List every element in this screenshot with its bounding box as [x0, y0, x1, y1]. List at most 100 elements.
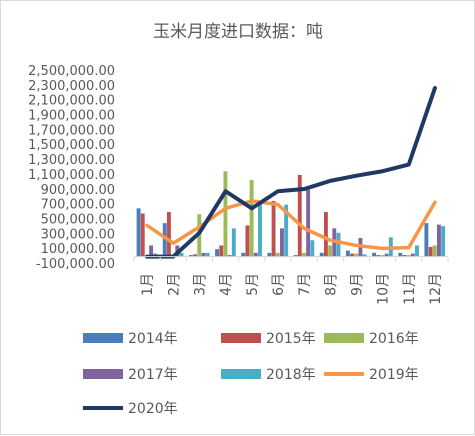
bar	[441, 226, 446, 257]
bar	[301, 252, 306, 257]
bar	[219, 245, 224, 257]
y-tick-label: 1,100,000.00	[28, 168, 115, 183]
bar	[258, 203, 262, 257]
y-tick-label: 1,900,000.00	[28, 109, 115, 124]
y-tick-label: 1,300,000.00	[28, 153, 115, 168]
bar	[350, 253, 355, 257]
bar	[280, 228, 284, 257]
legend-label: 2018年	[266, 367, 316, 383]
x-axis-labels: 1月 2月 3月 4月 5月 6月 7月 8月 9月 10月 11月 12月	[140, 273, 444, 305]
legend-label: 2019年	[369, 367, 419, 383]
bar	[354, 253, 359, 257]
x-tick-label: 3月	[192, 273, 208, 296]
y-tick-label: 500,000.00	[41, 212, 115, 227]
bar	[223, 171, 228, 257]
series-line	[145, 86, 437, 259]
legend-swatch	[83, 333, 123, 343]
bar	[336, 232, 341, 257]
lines	[145, 86, 437, 259]
y-axis-labels: -100,000.00100,000.00300,000.00500,000.0…	[28, 64, 115, 272]
y-tick-label: 300,000.00	[41, 227, 115, 242]
bar	[253, 252, 258, 257]
x-tick-label: 11月	[402, 273, 418, 305]
bar	[297, 174, 302, 257]
series-line	[145, 199, 437, 251]
legend-label: 2015年	[266, 331, 316, 347]
bar	[306, 189, 311, 257]
bar	[432, 245, 437, 257]
bar	[384, 253, 389, 257]
x-tick-label: 10月	[376, 273, 392, 305]
x-tick-label: 9月	[349, 273, 365, 296]
bar	[179, 252, 184, 257]
x-tick-label: 2月	[166, 273, 182, 296]
legend: 2014年 2015年 2016年 2017年 2018年 2019年 2020年	[83, 331, 419, 417]
bar	[284, 204, 289, 257]
legend-label: 2016年	[369, 331, 419, 347]
bar	[402, 255, 407, 257]
bar	[319, 252, 324, 257]
bar	[249, 180, 254, 257]
bar	[166, 212, 171, 257]
bar	[241, 252, 246, 257]
y-tick-label: 1,700,000.00	[28, 123, 115, 138]
bar	[188, 255, 193, 257]
x-tick-label: 5月	[245, 273, 261, 296]
bar	[162, 223, 167, 257]
bar	[227, 255, 232, 257]
bar	[398, 252, 403, 257]
bar	[231, 228, 236, 257]
bar	[415, 245, 419, 257]
y-tick-label: 2,300,000.00	[28, 79, 115, 94]
bar	[323, 212, 328, 257]
bar	[275, 252, 280, 257]
bar	[410, 253, 415, 257]
bar	[376, 255, 381, 257]
chart-title: 玉米月度进口数据：吨	[153, 22, 323, 42]
axes	[133, 256, 449, 262]
bar	[310, 240, 315, 257]
y-tick-label: 900,000.00	[41, 183, 115, 198]
legend-swatch	[221, 369, 261, 379]
bar	[345, 250, 350, 257]
x-tick-label: 12月	[428, 273, 444, 305]
legend-label: 2014年	[128, 331, 178, 347]
y-tick-label: 100,000.00	[41, 242, 115, 257]
bar	[293, 255, 298, 257]
y-tick-label: 2,500,000.00	[28, 64, 115, 79]
bar	[205, 252, 210, 257]
bar	[328, 245, 333, 257]
bar	[140, 213, 145, 257]
bar	[424, 223, 429, 257]
legend-swatch	[83, 369, 123, 379]
y-tick-label: -100,000.00	[36, 257, 115, 272]
bar	[193, 254, 198, 257]
bar	[428, 246, 433, 257]
bar	[271, 200, 276, 257]
x-tick-label: 6月	[271, 273, 287, 296]
bar	[245, 225, 250, 257]
bar	[267, 252, 272, 257]
x-tick-label: 1月	[140, 273, 156, 296]
y-tick-label: 1,500,000.00	[28, 138, 115, 153]
bar	[437, 224, 441, 257]
bar	[201, 252, 206, 257]
x-tick-label: 8月	[323, 273, 339, 296]
bar	[215, 249, 220, 257]
legend-label: 2020年	[128, 401, 178, 417]
x-tick-label: 7月	[297, 273, 313, 296]
legend-label: 2017年	[128, 367, 178, 383]
bar	[136, 208, 141, 257]
bar	[372, 252, 377, 257]
bar	[380, 255, 385, 257]
y-tick-label: 2,100,000.00	[28, 94, 115, 109]
y-tick-label: 700,000.00	[41, 198, 115, 213]
bars	[136, 171, 446, 257]
x-tick-label: 4月	[219, 273, 235, 296]
legend-swatch	[221, 333, 261, 343]
bar	[149, 245, 154, 257]
bar	[406, 255, 411, 257]
bar	[362, 254, 367, 257]
